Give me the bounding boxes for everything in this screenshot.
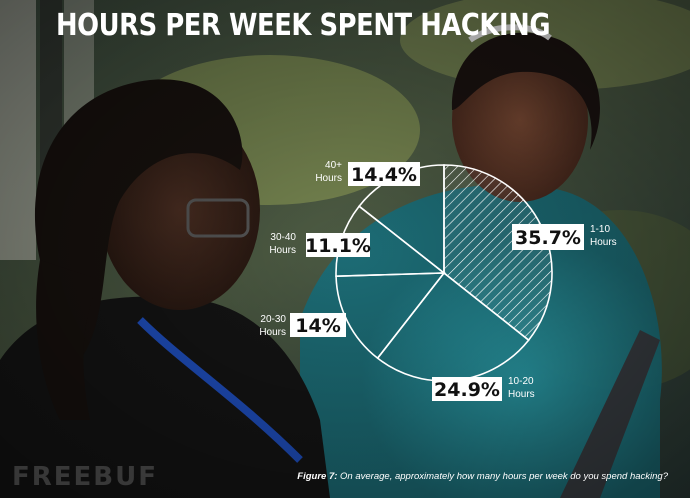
category-label-4: 30-40 Hours bbox=[269, 232, 296, 256]
value-box-5 bbox=[348, 162, 420, 186]
pie-labels: 35.7% 1-10 Hours 24.9% 10-20 Hours 14% 20-30 Hou… bbox=[259, 160, 617, 401]
value-label-2: 24.9% bbox=[434, 379, 500, 401]
figure-caption: Figure 7: On average, approximately how … bbox=[297, 471, 668, 482]
value-label-5: 14.4% bbox=[351, 164, 417, 186]
pie-slices bbox=[335, 164, 553, 382]
chart-title: HOURS PER WEEK SPENT HACKING bbox=[56, 8, 551, 43]
category-label-2: 10-20 Hours bbox=[508, 376, 535, 400]
value-box-2 bbox=[432, 377, 502, 401]
value-label-1: 35.7% bbox=[515, 227, 581, 249]
value-box-1 bbox=[512, 224, 584, 250]
watermark-logo: FREEBUF bbox=[12, 462, 158, 492]
pie-slice-3 bbox=[335, 272, 446, 360]
category-label-1: 1-10 Hours bbox=[590, 224, 617, 248]
category-label-3: 20-30 Hours bbox=[259, 314, 286, 338]
value-label-3: 14% bbox=[295, 315, 340, 337]
value-label-4: 11.1% bbox=[305, 235, 371, 257]
caption-text: On average, approximately how many hours… bbox=[337, 471, 668, 482]
category-label-5: 40+ Hours bbox=[315, 160, 342, 184]
value-box-3 bbox=[290, 313, 346, 337]
caption-prefix: Figure 7: bbox=[297, 471, 338, 482]
value-box-4 bbox=[306, 233, 370, 257]
